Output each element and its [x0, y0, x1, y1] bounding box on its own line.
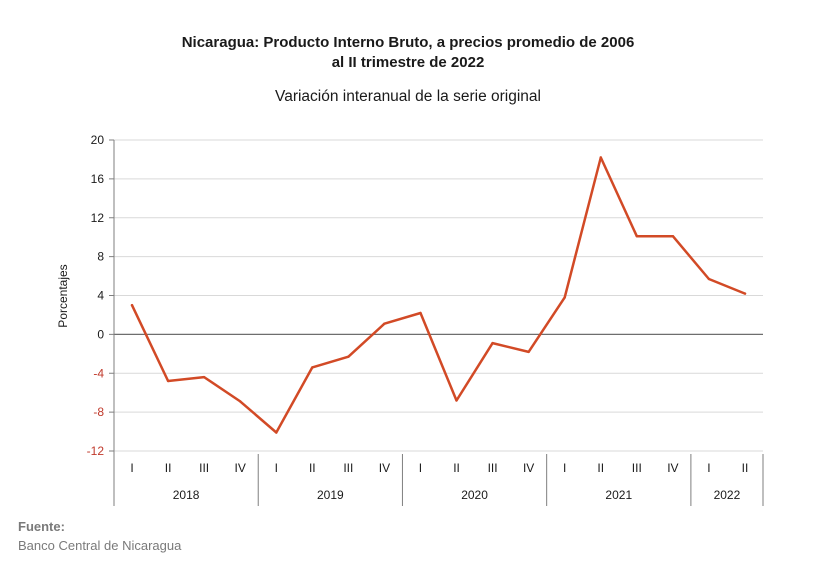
data-point [202, 375, 206, 379]
x-year-label: 2019 [317, 488, 344, 502]
data-point [599, 156, 602, 159]
y-tick-label: -12 [87, 444, 105, 458]
source-note: Fuente: Banco Central de Nicaragua [18, 519, 181, 553]
x-tick-label: I [130, 461, 133, 475]
source-label: Fuente: [18, 519, 65, 534]
x-tick-label: III [343, 461, 353, 475]
x-tick-label: II [597, 461, 604, 475]
x-tick-label: III [488, 461, 498, 475]
x-tick-label: IV [523, 461, 534, 475]
x-tick-label: I [419, 461, 422, 475]
data-point [311, 366, 314, 369]
y-axis-label: Porcentajes [56, 264, 70, 327]
data-point [419, 311, 422, 315]
data-point [527, 350, 530, 354]
data-point [563, 296, 566, 299]
x-year-label: 2021 [605, 488, 632, 502]
data-point [238, 400, 242, 403]
data-point [166, 379, 170, 383]
chart-subtitle: Variación interanual de la serie origina… [275, 88, 541, 105]
y-tick-label: 16 [91, 172, 105, 186]
y-tick-label: 0 [97, 327, 104, 341]
data-point [635, 235, 639, 238]
x-tick-label: I [275, 461, 278, 475]
x-tick-label: III [199, 461, 209, 475]
source-text: Banco Central de Nicaragua [18, 538, 182, 553]
gridlines [114, 139, 763, 452]
x-year-label: 2020 [461, 488, 488, 502]
chart-title: Nicaragua: Producto Interno Bruto, a pre… [0, 33, 816, 73]
data-point [347, 355, 350, 358]
x-tick-label: IV [379, 461, 390, 475]
x-tick-label: II [453, 461, 460, 475]
y-tick-label: 20 [91, 133, 105, 147]
y-tick-label: -4 [93, 366, 104, 380]
y-tick-label: 12 [91, 211, 105, 225]
data-point [743, 292, 747, 295]
x-tick-label: II [742, 461, 749, 475]
x-tick-label: IV [235, 461, 246, 475]
chart-title-line-1: Nicaragua: Producto Interno Bruto, a pre… [181, 34, 635, 51]
data-point [383, 322, 386, 325]
y-tick-label: 4 [97, 289, 104, 303]
x-tick-label: II [309, 461, 316, 475]
axes [109, 139, 764, 506]
chart-title-line-2: al II trimestre de 2022 [331, 54, 485, 71]
x-year-label: 2018 [173, 488, 200, 502]
data-point [130, 304, 134, 307]
x-tick-label: IV [667, 461, 678, 475]
y-tick-label: 8 [97, 250, 104, 264]
x-tick-label: II [165, 461, 172, 475]
y-tick-labels: 20 16 12 8 4 0 -4 -8 -12 [87, 133, 105, 458]
x-year-label: 2022 [714, 488, 741, 502]
y-tick-label: -8 [93, 405, 104, 419]
x-tick-label: I [563, 461, 566, 475]
data-point [707, 277, 711, 281]
series-line [130, 156, 747, 434]
series-group [130, 156, 747, 434]
data-point [275, 431, 278, 434]
x-tick-label: III [632, 461, 642, 475]
data-point [491, 341, 494, 345]
data-point [671, 235, 675, 238]
data-point [455, 399, 458, 402]
x-tick-label: I [707, 461, 710, 475]
